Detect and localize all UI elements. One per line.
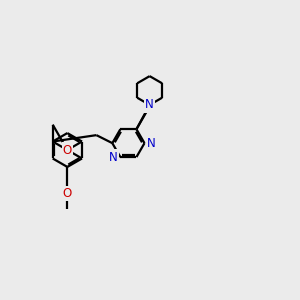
Text: N: N [145, 98, 154, 111]
Text: N: N [147, 136, 156, 150]
Text: O: O [63, 143, 72, 157]
Text: N: N [109, 151, 118, 164]
Text: O: O [63, 187, 72, 200]
